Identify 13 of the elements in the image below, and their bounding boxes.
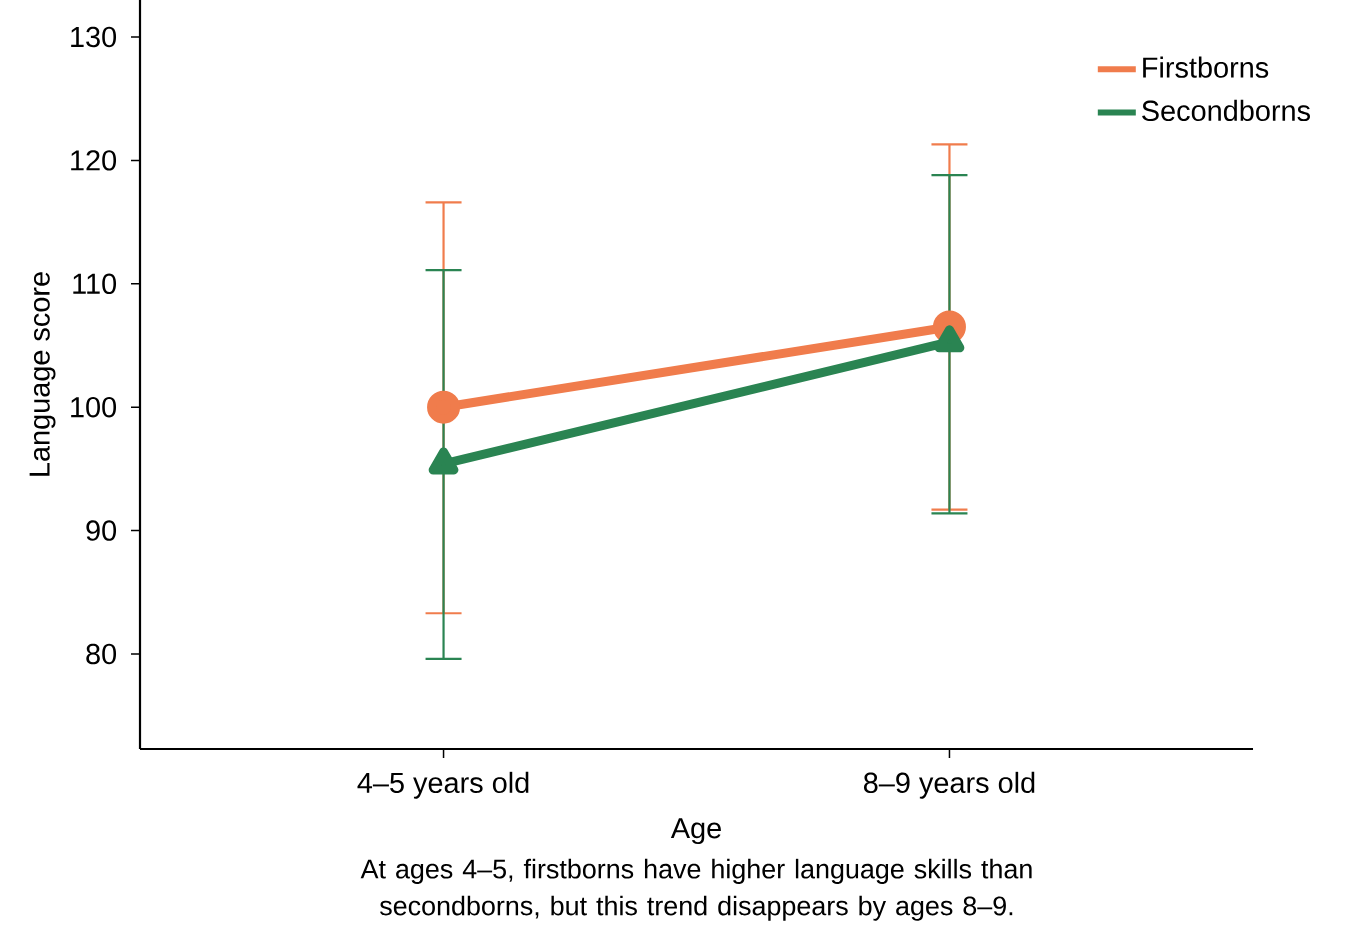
text: At ages 4–5, firstborns have higher language skills than secondborns, but this trend disappears by ages 8–9. (360, 858, 1032, 921)
x-axis-title: Age (670, 818, 721, 845)
y-tick-label: 100 (71, 396, 117, 418)
y-tick-label: 110 (73, 273, 117, 295)
legend-label: Firstborns (1143, 56, 1269, 78)
x-tick-label: 4–5 years old (357, 771, 529, 799)
y-tick-label: 80 (86, 643, 117, 665)
y-axis-title: Language score (29, 272, 56, 476)
legend-label: Secondborns (1142, 99, 1310, 122)
y-tick-label: 130 (71, 26, 117, 48)
x-tick-label: 8–9 years old (863, 771, 1035, 799)
y-tick-label: 120 (71, 150, 117, 171)
y-tick-label: 90 (86, 520, 117, 541)
